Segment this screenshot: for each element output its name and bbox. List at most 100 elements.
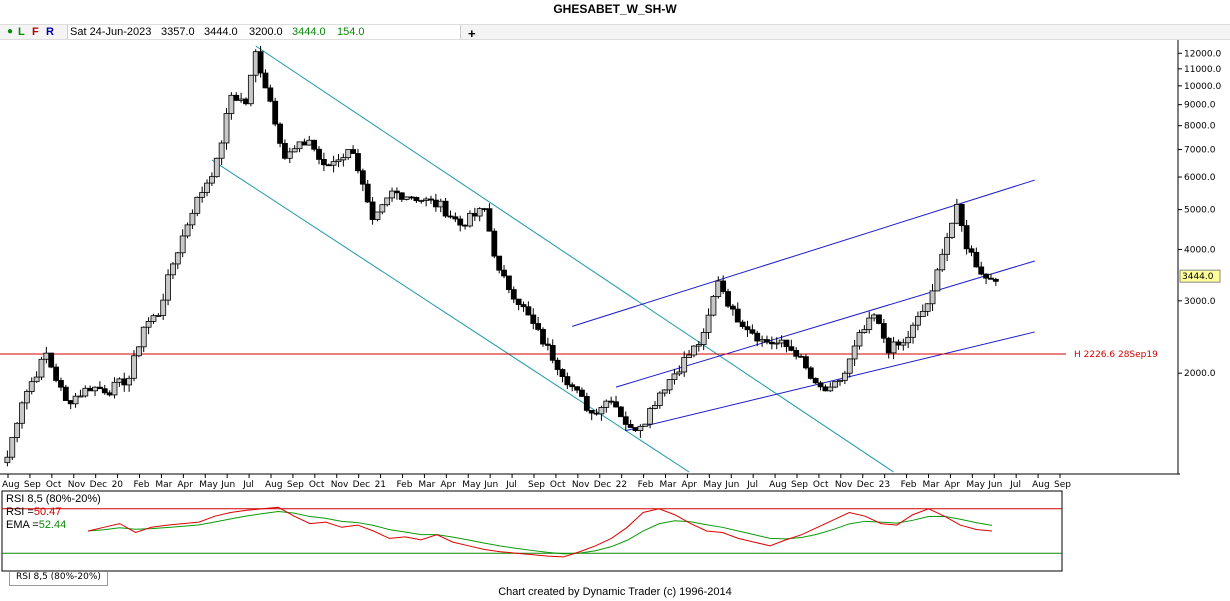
- time-tick-label: Jul: [242, 480, 254, 490]
- candle-body: [764, 339, 770, 343]
- status-dot-icon: ●: [7, 26, 14, 37]
- candle-body: [973, 251, 980, 268]
- price-tick-label: 4000.0: [1184, 245, 1216, 255]
- crosshair-plus-icon[interactable]: +: [468, 26, 476, 41]
- rsi-panel: [1, 490, 1063, 572]
- candle-body: [413, 196, 420, 202]
- candle-body: [949, 222, 955, 238]
- candle-body: [262, 72, 269, 89]
- time-tick-label: Feb: [638, 480, 654, 490]
- candle-body: [817, 382, 824, 388]
- candle-body: [686, 354, 692, 358]
- candle-body: [729, 305, 736, 310]
- time-tick-label: May: [462, 480, 481, 490]
- candle-body: [793, 350, 800, 357]
- time-tick-label: Apr: [944, 480, 960, 490]
- candle-body: [106, 392, 113, 396]
- time-tick-label: Nov: [68, 480, 86, 490]
- candle-body: [233, 94, 240, 101]
- channel-teal-upper: [255, 45, 894, 473]
- candle-body: [408, 196, 415, 199]
- candle-body: [394, 190, 400, 194]
- price-tick-label: 5000.0: [1184, 206, 1216, 216]
- candle-body: [501, 269, 507, 277]
- ema-value: 52.44: [38, 519, 67, 531]
- info-bar: ● L F R Sat 24-Jun-2023 3357.0 3444.0 32…: [0, 24, 1230, 41]
- resistance-label: H 2226.6 28Sep19: [1074, 350, 1158, 360]
- candle-body: [403, 196, 410, 200]
- candle-body: [598, 407, 605, 415]
- candle-body: [525, 306, 532, 316]
- time-tick-label: Mar: [155, 480, 172, 490]
- candle-body: [491, 230, 498, 257]
- candle-body: [418, 200, 425, 202]
- candle-body: [700, 332, 707, 345]
- candle-body: [520, 304, 527, 308]
- candle-body: [238, 98, 245, 101]
- price-tick-label: 7000.0: [1184, 146, 1216, 156]
- time-tick-label: Jun: [987, 480, 1002, 490]
- candle-body: [184, 224, 191, 237]
- chart-footer: Chart created by Dynamic Trader (c) 1996…: [498, 586, 732, 598]
- toggle-l-button[interactable]: L: [18, 26, 25, 38]
- candle-body: [564, 376, 571, 386]
- candle-body: [510, 289, 517, 300]
- candle-body: [286, 151, 293, 159]
- candle-body: [145, 321, 152, 328]
- candle-body: [350, 149, 357, 154]
- candle-body: [613, 401, 619, 408]
- candle-body: [62, 386, 69, 401]
- candle-body: [58, 380, 64, 388]
- rsi-line: [87, 506, 993, 558]
- candle-body: [910, 324, 916, 338]
- candle-body: [618, 406, 624, 418]
- candle-body: [452, 216, 459, 220]
- candle-body: [676, 371, 683, 375]
- time-tick-label: 22: [616, 480, 627, 490]
- candle-body: [647, 408, 654, 425]
- candle-body: [661, 389, 668, 394]
- candle-body: [471, 212, 478, 217]
- candle-body: [467, 212, 473, 227]
- toggle-r-button[interactable]: R: [46, 26, 54, 38]
- candle-body: [691, 345, 697, 356]
- candle-body: [695, 344, 702, 347]
- time-tick-label: Feb: [134, 480, 150, 490]
- candle-body: [116, 378, 123, 383]
- tab-rsi[interactable]: RSI 8,5 (80%-20%): [9, 572, 108, 586]
- candle-body: [890, 341, 897, 354]
- candle-body: [53, 366, 59, 381]
- toggle-f-button[interactable]: F: [32, 26, 39, 38]
- candle-body: [725, 291, 731, 307]
- time-tick-label: May: [966, 480, 985, 490]
- candle-body: [924, 303, 931, 312]
- candle-body: [540, 329, 546, 345]
- candle-body: [243, 98, 249, 105]
- candle-body: [535, 323, 542, 330]
- candle-body: [462, 224, 468, 227]
- candle-body: [856, 332, 863, 347]
- candle-body: [739, 321, 746, 328]
- candle-body: [67, 400, 74, 405]
- candle-body: [428, 198, 434, 201]
- time-tick-label: Jul: [505, 480, 517, 490]
- channel-teal-lower: [211, 159, 690, 473]
- candle-body: [228, 94, 235, 114]
- candle-body: [919, 310, 926, 318]
- time-tick-label: Apr: [681, 480, 697, 490]
- candle-body: [900, 342, 907, 346]
- candle-body: [934, 269, 941, 292]
- candle-body: [359, 170, 366, 185]
- time-tick-label: Sep: [24, 480, 41, 490]
- candle-body: [247, 74, 254, 105]
- candle-body: [48, 352, 55, 368]
- time-tick-label: Mar: [923, 480, 940, 490]
- price-tick-label: 12000.0: [1184, 49, 1221, 59]
- price-tick-label: 2000.0: [1184, 369, 1216, 379]
- candle-body: [140, 326, 147, 348]
- ema-value-row: EMA =52.44: [6, 519, 67, 531]
- candle-body: [282, 142, 288, 159]
- candle-body: [637, 425, 644, 431]
- candle-body: [608, 400, 615, 403]
